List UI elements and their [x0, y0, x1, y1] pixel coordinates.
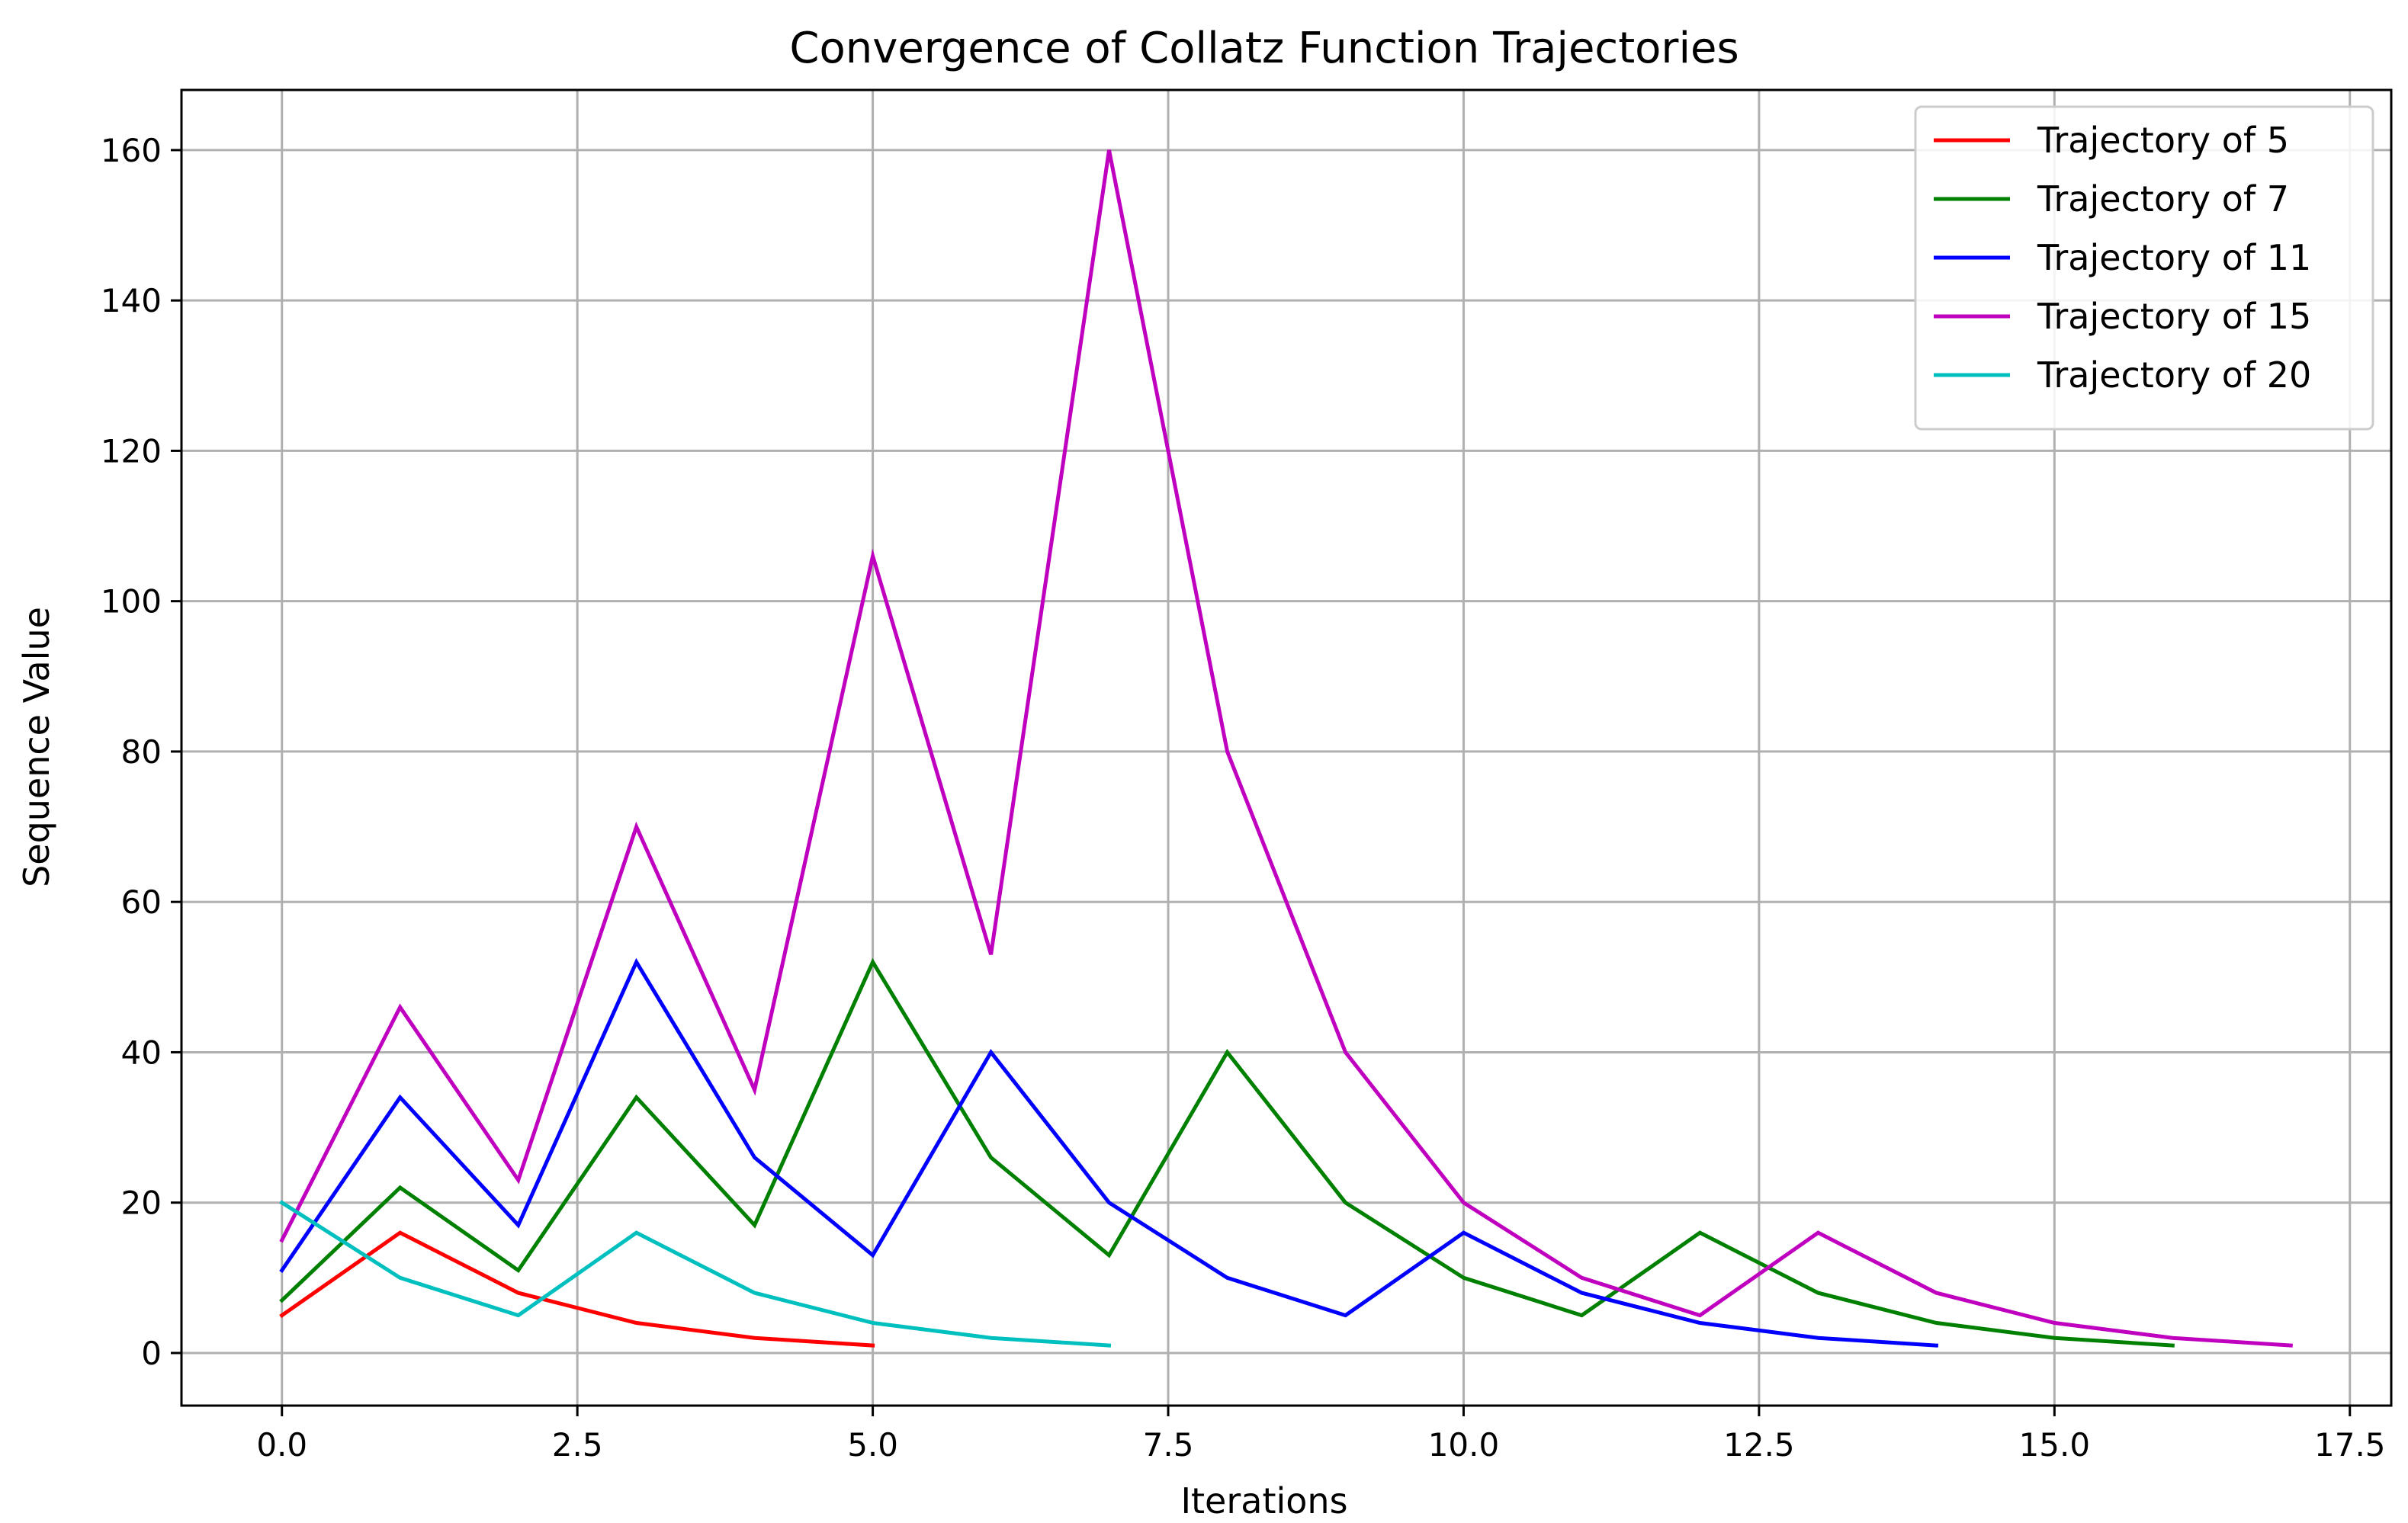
y-tick-label: 100: [101, 583, 162, 620]
x-tick-label: 17.5: [2314, 1426, 2386, 1464]
legend-label: Trajectory of 15: [2037, 296, 2311, 337]
y-tick-label: 160: [101, 132, 162, 169]
x-tick-label: 0.0: [256, 1426, 307, 1464]
plot-frame: [180, 88, 2393, 1407]
y-tick-label: 120: [101, 432, 162, 470]
legend-box: [1914, 105, 2374, 431]
x-axis-label: Iterations: [1180, 1480, 1347, 1521]
series-line-2: [279, 957, 1939, 1348]
y-tick-label: 0: [141, 1335, 162, 1372]
x-tick-label: 2.5: [552, 1426, 603, 1464]
series-lines: [279, 149, 2293, 1348]
y-tick-label: 40: [121, 1034, 162, 1071]
legend: Trajectory of 5 Trajectory of 7 Trajectory…: [1914, 105, 2374, 431]
grid-lines: [181, 90, 2391, 1406]
x-tick-label: 5.0: [847, 1426, 898, 1464]
y-tick-label: 80: [121, 733, 162, 771]
x-tick-label: 7.5: [1143, 1426, 1194, 1464]
series-line-0: [279, 1230, 875, 1348]
legend-label: Trajectory of 5: [2037, 120, 2289, 161]
x-tick-label: 12.5: [1723, 1426, 1795, 1464]
series-line-1: [279, 957, 2175, 1348]
chart-title: Convergence of Collatz Function Trajecto…: [789, 24, 1739, 73]
y-tick-label: 140: [101, 282, 162, 319]
legend-label: Trajectory of 7: [2037, 178, 2289, 220]
series-line-3: [279, 149, 2293, 1348]
y-tick-label: 60: [121, 883, 162, 921]
x-tick-label: 15.0: [2019, 1426, 2091, 1464]
series-line-4: [279, 1200, 1112, 1348]
axis-ticks: 0.0 2.5 5.0 7.5 10.0 12.5 15.0 17.5 0 20 40 60 80 100…: [101, 132, 2386, 1464]
x-tick-label: 10.0: [1428, 1426, 1500, 1464]
legend-label: Trajectory of 20: [2037, 354, 2311, 396]
y-tick-label: 20: [121, 1185, 162, 1222]
y-axis-label: Sequence Value: [16, 607, 57, 887]
legend-label: Trajectory of 11: [2037, 237, 2311, 278]
